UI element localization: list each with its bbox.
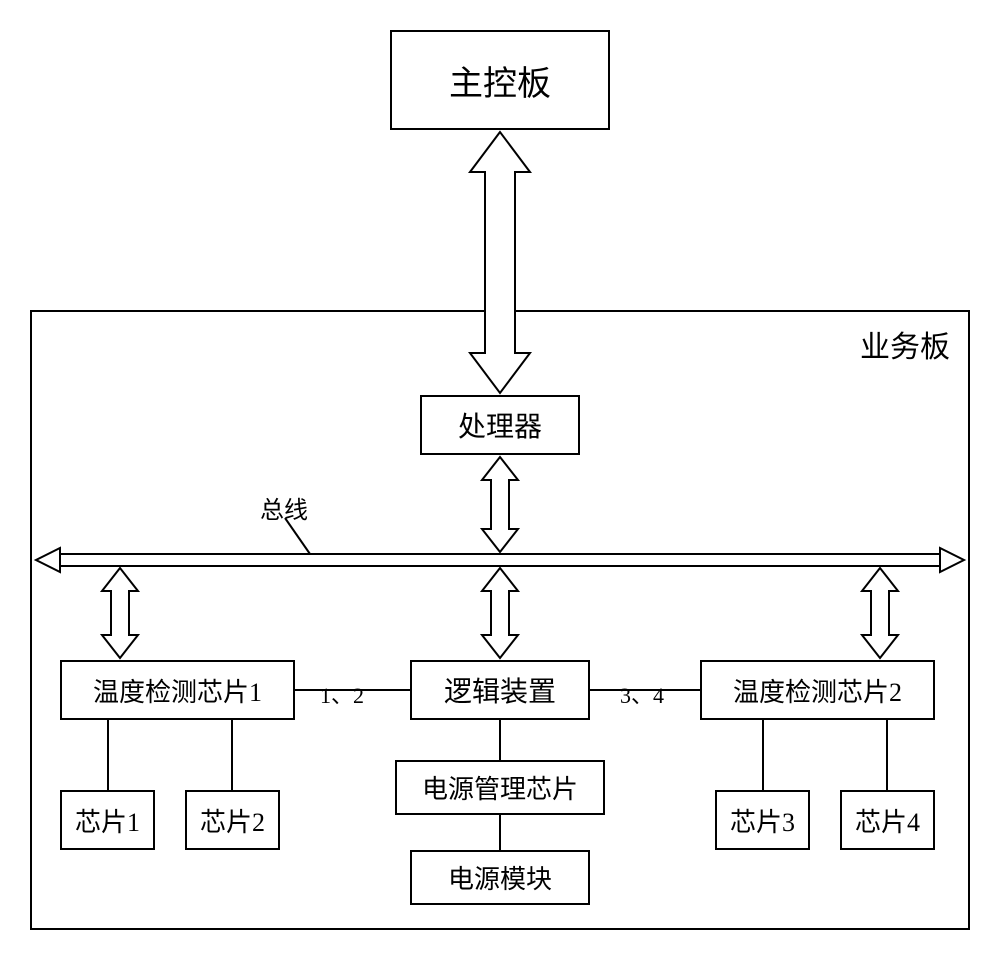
bus-label: 总线 [260, 490, 308, 525]
temp-chip-2-label: 温度检测芯片2 [733, 672, 902, 709]
main-board-label: 主控板 [449, 56, 551, 105]
processor-label: 处理器 [458, 405, 542, 445]
diagram-canvas: 业务板 主控板 处理器 温度检测芯片1 逻辑装置 温度检测芯片2 芯片1 芯片2… [0, 0, 1000, 958]
chip2-box: 芯片2 [185, 790, 280, 850]
temp-chip-2-box: 温度检测芯片2 [700, 660, 935, 720]
pmic-label: 电源管理芯片 [422, 769, 578, 806]
temp-chip-1-label: 温度检测芯片1 [93, 672, 262, 709]
temp-chip-1-box: 温度检测芯片1 [60, 660, 295, 720]
logic-device-box: 逻辑装置 [410, 660, 590, 720]
edge-label-12: 1、2 [320, 678, 364, 710]
logic-device-label: 逻辑装置 [444, 670, 556, 710]
chip1-label: 芯片1 [75, 802, 140, 839]
chip4-label: 芯片4 [855, 802, 920, 839]
chip1-box: 芯片1 [60, 790, 155, 850]
psu-box: 电源模块 [410, 850, 590, 905]
chip2-label: 芯片2 [200, 802, 265, 839]
chip3-label: 芯片3 [730, 802, 795, 839]
pmic-box: 电源管理芯片 [395, 760, 605, 815]
chip4-box: 芯片4 [840, 790, 935, 850]
psu-label: 电源模块 [448, 859, 552, 896]
chip3-box: 芯片3 [715, 790, 810, 850]
service-board-label: 业务板 [860, 322, 950, 366]
processor-box: 处理器 [420, 395, 580, 455]
edge-label-34: 3、4 [620, 678, 664, 710]
main-board-box: 主控板 [390, 30, 610, 130]
